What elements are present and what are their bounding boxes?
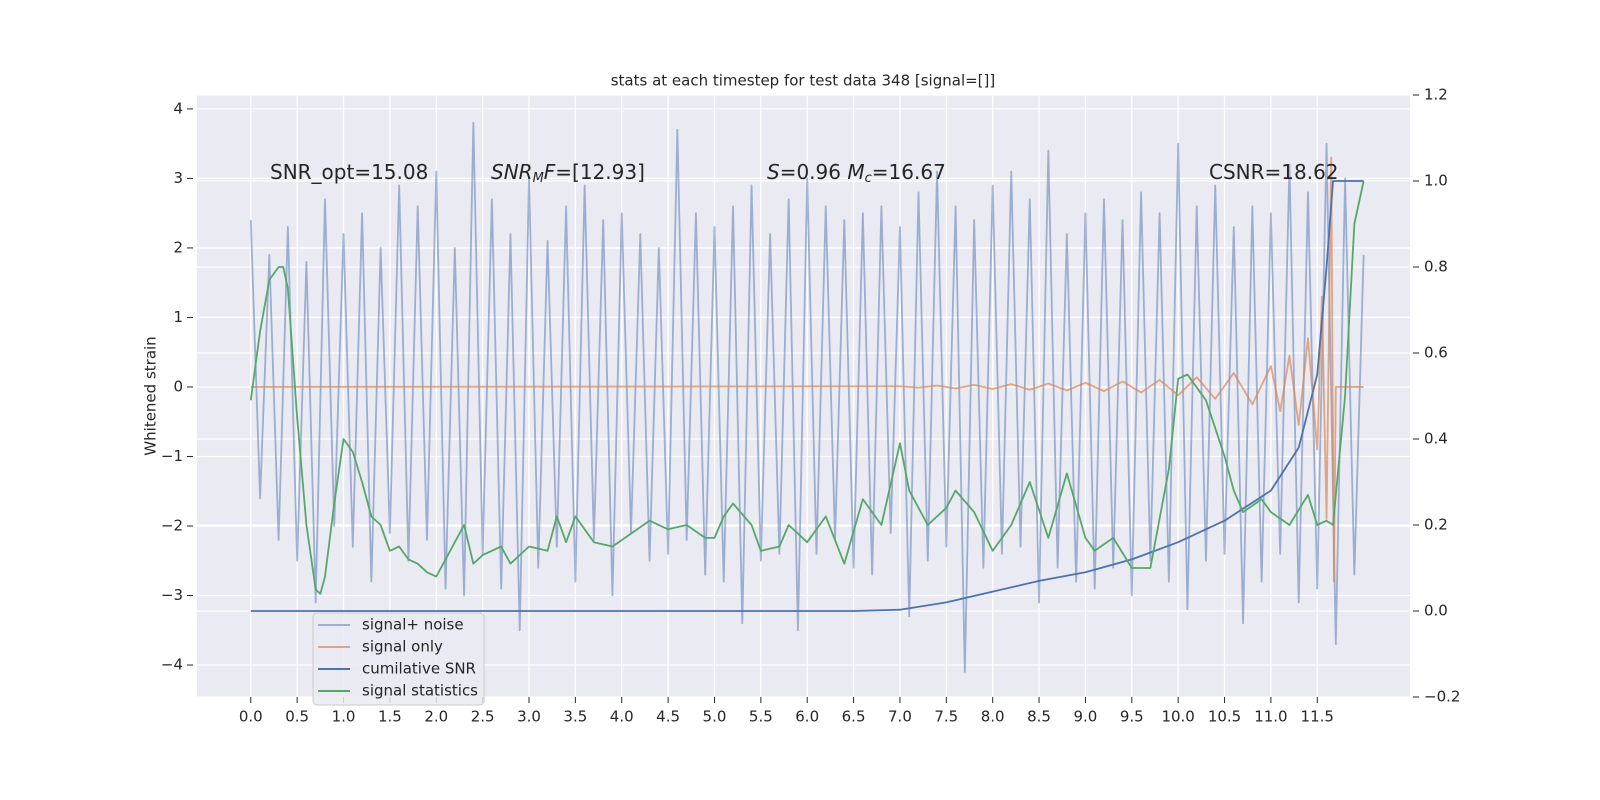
- y-tick-label: 0: [173, 377, 183, 395]
- legend-label: signal+ noise: [362, 616, 464, 634]
- legend-label: signal only: [362, 638, 443, 656]
- annotation-part: F: [544, 160, 556, 184]
- x-tick-label: 9.0: [1073, 708, 1097, 726]
- annotation-part: CSNR=18.62: [1209, 160, 1339, 184]
- annotation-part: =16.67: [872, 160, 946, 184]
- x-tick-label: 5.5: [749, 708, 773, 726]
- legend-label: signal statistics: [362, 682, 478, 700]
- x-tick-label: 7.0: [888, 708, 912, 726]
- x-tick-label: 2.0: [424, 708, 448, 726]
- x-tick-label: 8.5: [1027, 708, 1051, 726]
- x-tick-label: 10.5: [1208, 708, 1241, 726]
- x-tick-label: 6.5: [842, 708, 866, 726]
- y-tick-label: 1: [173, 308, 183, 326]
- x-tick-label: 1.0: [332, 708, 356, 726]
- y-tick-label: 4: [173, 99, 183, 117]
- legend-box: [312, 612, 485, 706]
- annotation-part: M: [533, 171, 544, 186]
- annotation-part: S: [767, 160, 780, 184]
- x-tick-label: 6.0: [795, 708, 819, 726]
- y-tick-label: 2: [173, 238, 183, 256]
- series-layer: [249, 121, 1365, 673]
- annotation-part: c: [865, 171, 872, 186]
- grid: [197, 94, 1410, 698]
- x-tick-label: 3.0: [517, 708, 541, 726]
- x-tick-label: 4.0: [610, 708, 634, 726]
- annotation: SNR_opt=15.08: [270, 160, 428, 184]
- y-tick-label: −1: [161, 447, 183, 465]
- y-tick-label: −2: [161, 516, 183, 534]
- x-tick-label: 7.5: [934, 708, 958, 726]
- series-line: [249, 121, 1365, 673]
- axes: 0.0 0.5 1.0 1.5 2.0 2.5 3.0 3.5 4.0 4.5 5.0 5.5 6.0 6…: [161, 86, 1461, 726]
- y2-tick-label: 0.2: [1424, 516, 1448, 534]
- series-line: [249, 180, 1365, 595]
- x-tick-label: 10.0: [1161, 708, 1194, 726]
- y2-tick-label: 0.4: [1424, 430, 1448, 448]
- annotation-part: =[12.93]: [555, 160, 645, 184]
- annotation: SNRMF=[12.93]: [491, 160, 645, 186]
- x-tick-label: 9.5: [1120, 708, 1144, 726]
- y2-tick-label: 1.0: [1424, 172, 1448, 190]
- x-tick-label: 11.0: [1254, 708, 1287, 726]
- y2-tick-label: 0.8: [1424, 258, 1448, 276]
- y2-tick-label: 1.2: [1424, 86, 1448, 104]
- annotation-part: SNR: [491, 160, 533, 184]
- x-tick-label: 0.5: [285, 708, 309, 726]
- y-tick-label: 3: [173, 169, 183, 187]
- x-tick-label: 11.5: [1301, 708, 1334, 726]
- y2-tick-label: 0.6: [1424, 344, 1448, 362]
- y2-tick-label: 0.0: [1424, 602, 1448, 620]
- x-tick-label: 2.5: [471, 708, 495, 726]
- x-tick-label: 5.0: [703, 708, 727, 726]
- legend: signal+ noise signal only cumilative SNR si…: [312, 612, 485, 706]
- x-tick-label: 4.5: [656, 708, 680, 726]
- series-line: [250, 180, 1364, 612]
- y-tick-label: −4: [161, 656, 183, 674]
- annotation-part: SNR_opt=15.08: [270, 160, 428, 184]
- annotation: CSNR=18.62: [1209, 160, 1339, 184]
- chart-title: stats at each timestep for test data 348…: [611, 72, 996, 90]
- x-tick-label: 3.5: [563, 708, 587, 726]
- x-tick-label: 1.5: [378, 708, 402, 726]
- annotation: S=0.96 Mc=16.67: [767, 160, 946, 186]
- annotation-part: M: [847, 160, 864, 184]
- y2-tick-label: −0.2: [1424, 688, 1460, 706]
- annotation-part: =0.96: [780, 160, 848, 184]
- x-tick-label: 8.0: [981, 708, 1005, 726]
- legend-label: cumilative SNR: [362, 660, 476, 678]
- x-tick-label: 0.0: [239, 708, 263, 726]
- y-tick-label: −3: [161, 586, 183, 604]
- y-axis-label: Whitened strain: [142, 336, 160, 455]
